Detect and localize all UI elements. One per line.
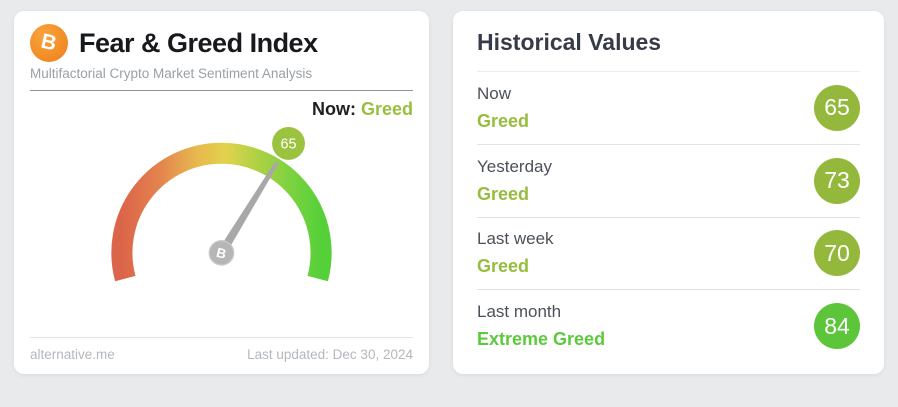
now-sentiment: Greed (360, 99, 413, 119)
page: B Fear & Greed Index Multifactorial Cryp… (14, 11, 884, 374)
now-line: Now: Greed (30, 99, 413, 120)
now-label: Now: (311, 99, 356, 119)
row-texts: Yesterday Greed (477, 157, 552, 205)
gauge-badge-circle (272, 126, 305, 160)
card-subtitle: Multifactorial Crypto Market Sentiment A… (30, 66, 313, 81)
row-label: Last week (477, 229, 554, 249)
header-divider (30, 90, 413, 91)
gauge-arc (111, 142, 332, 282)
gauge-badge-value: 65 (281, 137, 297, 153)
attribution-link[interactable]: alternative.me (30, 347, 115, 362)
row-sentiment: Greed (477, 110, 530, 131)
row-label: Last month (477, 302, 562, 322)
value-badge: 65 (814, 84, 860, 131)
gauge-svg: B 65 (111, 126, 332, 282)
historical-values-card: Historical Values Now Greed 65 Yesterday… (453, 11, 884, 374)
historical-row-last-month: Last month Extreme Greed 84 (477, 289, 860, 362)
row-sentiment: Greed (477, 256, 530, 277)
historical-row-now: Now Greed 65 (477, 72, 860, 144)
gauge: B 65 (30, 122, 413, 333)
value-badge: 84 (814, 303, 860, 350)
card-footer: alternative.me Last updated: Dec 30, 202… (30, 338, 413, 362)
last-updated-text: Last updated: Dec 30, 2024 (247, 347, 413, 362)
row-texts: Last week Greed (477, 229, 554, 277)
historical-row-last-week: Last week Greed 70 (477, 216, 860, 290)
fear-greed-card: B Fear & Greed Index Multifactorial Cryp… (14, 11, 429, 374)
footer-divider (30, 337, 413, 338)
historical-title: Historical Values (477, 29, 860, 72)
gauge-hub-bitcoin-icon (208, 239, 235, 266)
gauge-needle (217, 161, 279, 256)
row-label: Now (477, 83, 512, 103)
value-badge: 70 (814, 230, 860, 277)
historical-rows: Now Greed 65 Yesterday Greed 73 Last wee… (477, 72, 860, 362)
row-sentiment: Greed (477, 183, 530, 204)
bitcoin-glyph: B (39, 29, 60, 56)
card-title: Fear & Greed Index (79, 27, 318, 58)
row-texts: Last month Extreme Greed (477, 302, 605, 350)
row-texts: Now Greed (477, 84, 529, 132)
card-header: B Fear & Greed Index (30, 24, 413, 62)
value-badge: 73 (814, 157, 860, 204)
bitcoin-icon: B (30, 24, 68, 62)
gauge-hub-glyph: B (215, 245, 228, 262)
row-sentiment: Extreme Greed (477, 329, 606, 350)
row-label: Yesterday (477, 156, 552, 176)
historical-row-yesterday: Yesterday Greed 73 (477, 143, 860, 217)
